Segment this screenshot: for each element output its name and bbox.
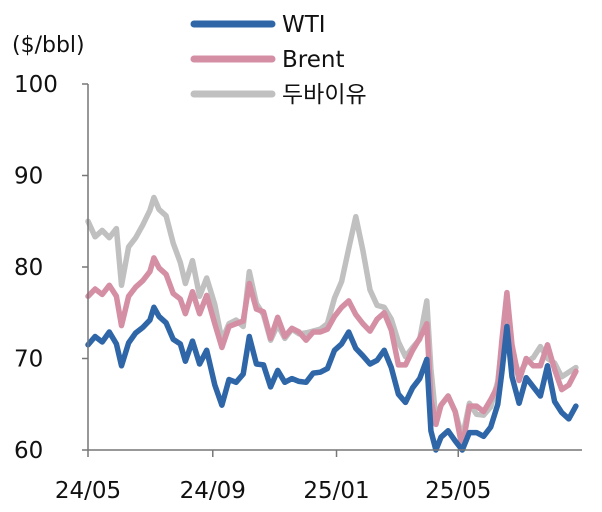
y-tick-label: 100 xyxy=(14,72,58,98)
y-tick-label: 80 xyxy=(14,255,43,281)
legend: WTI Brent 두바이유 xyxy=(190,12,367,108)
x-tick-label: 24/09 xyxy=(180,478,246,504)
x-tick-label: 24/05 xyxy=(55,478,121,504)
x-tick-label: 25/05 xyxy=(425,478,491,504)
series-layer xyxy=(85,194,579,453)
y-axis-unit-label: ($/bbl) xyxy=(12,33,85,58)
y-tick-label: 60 xyxy=(14,438,43,464)
x-tick-label: 25/01 xyxy=(303,478,369,504)
y-tick-label: 90 xyxy=(14,164,43,190)
y-axis-ticks: 60 70 80 90 100 xyxy=(14,72,88,464)
series-line-0 xyxy=(85,304,579,453)
legend-label-2: 두바이유 xyxy=(282,82,367,108)
legend-label-0: WTI xyxy=(282,12,326,38)
y-tick-label: 70 xyxy=(14,347,43,373)
legend-label-1: Brent xyxy=(282,47,344,73)
x-axis-ticks: 24/05 24/09 25/01 25/05 xyxy=(55,450,491,504)
